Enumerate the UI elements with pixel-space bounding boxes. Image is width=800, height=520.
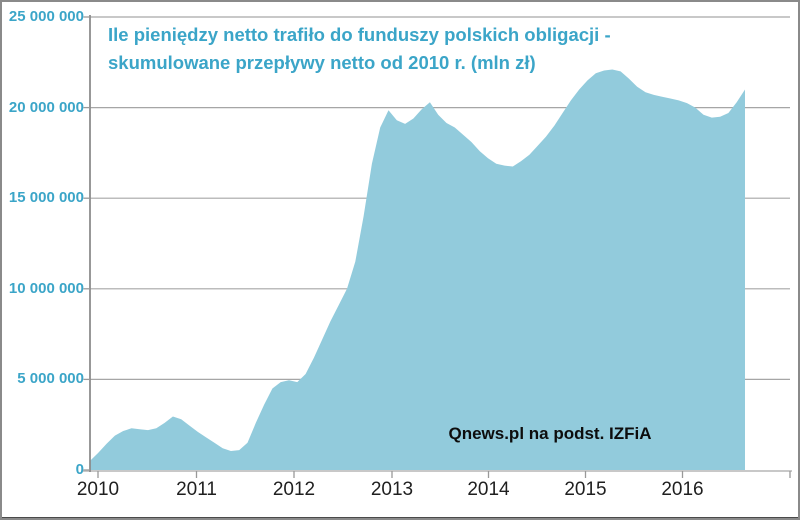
y-tick-label: 20 000 000 xyxy=(8,98,84,116)
chart-title-line2: skumulowane przepływy netto od 2010 r. (… xyxy=(108,52,536,73)
x-tick-label: 2016 xyxy=(661,479,704,500)
y-tick-label: 5 000 000 xyxy=(17,370,84,388)
x-tick-label: 2014 xyxy=(467,479,510,500)
area-series xyxy=(90,69,745,470)
y-tick-label: 0 xyxy=(75,461,84,478)
x-tick-label: 2010 xyxy=(76,479,120,500)
y-tick-label: 10 000 000 xyxy=(8,279,84,297)
y-tick-label: 25 000 000 xyxy=(8,8,84,25)
x-tick-label: 2012 xyxy=(272,479,316,500)
chart-title: Ile pieniędzy netto trafiło do funduszy … xyxy=(108,21,768,77)
watermark-source-label: Qnews.pl na podst. IZFiA xyxy=(448,424,652,443)
x-tick-label: 2011 xyxy=(176,479,217,500)
x-tick-label: 2013 xyxy=(370,479,414,500)
y-tick-label: 15 000 000 xyxy=(8,189,84,207)
x-tick-label: 2015 xyxy=(564,479,607,500)
chart-title-line1: Ile pieniędzy netto trafiło do funduszy … xyxy=(108,24,611,45)
